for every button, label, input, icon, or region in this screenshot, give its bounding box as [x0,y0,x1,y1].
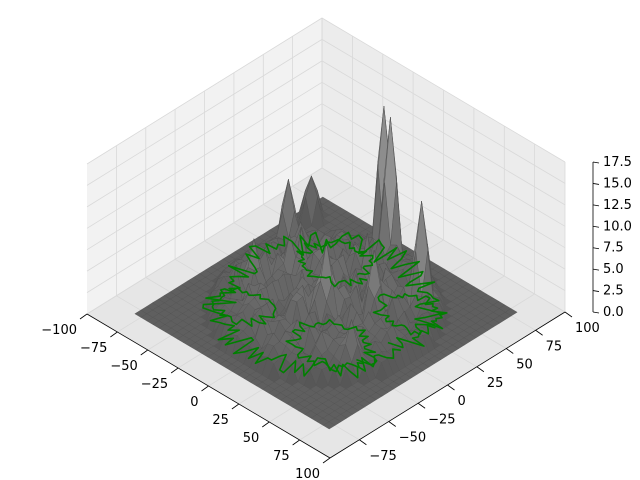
y-tick-label: 25 [487,376,504,391]
y-tick [447,384,455,391]
z-tick [592,311,600,314]
z-tick [592,225,600,228]
z-tick-label: 5.0 [603,262,624,277]
x-tick-label: −25 [141,377,168,392]
x-tick [292,439,300,446]
contour-line [211,287,277,328]
x-tick-label: 0 [190,395,198,410]
contour-lines [202,231,448,379]
x-tick-label: −100 [41,323,77,338]
y-tick-label: 75 [546,339,563,354]
z-tick-label: 12.5 [603,198,632,213]
grid-line-z [86,124,566,272]
x-tick-label: −50 [110,359,137,374]
z-tick-label: 2.5 [603,284,624,299]
x-tick [79,313,88,320]
y-tick [388,421,396,427]
y-tick [506,348,514,354]
tick-labels: −100−75−50−250255075100−75−50−2502550751… [41,155,632,480]
grid-line-z [86,81,566,229]
contour-line [285,318,378,373]
grid-line-z [86,38,566,186]
contour-line [296,238,374,288]
x-tick-label: 100 [295,467,320,480]
contour-line [372,292,448,336]
x-tick [110,331,118,338]
grid-line-z [86,17,566,165]
y-tick-label: −25 [428,412,455,427]
z-tick [592,290,600,292]
surface-cell [322,421,336,430]
x-tick [140,349,148,356]
y-tick [417,402,426,409]
grid-line-z [86,103,566,251]
z-tick [592,268,600,271]
grid-line-z [86,60,566,208]
z-tick-label: 7.5 [603,241,624,256]
grid-line-z [86,146,566,293]
z-tick-label: 0.0 [603,305,624,320]
y-tick-label: −75 [369,449,396,464]
y-tick-label: 100 [575,321,600,336]
axis-lines [79,161,600,464]
x-tick [262,421,270,428]
z-tick-label: 15.0 [603,176,632,191]
contour-line [202,231,443,379]
x-tick [231,403,240,410]
z-tick-label: 10.0 [603,219,632,234]
y-tick [535,329,543,336]
x-tick [322,457,331,464]
surface-plot [134,106,518,430]
y-tick-label: −50 [399,431,426,446]
y-tick [564,311,573,318]
y-tick [476,366,485,373]
z-tick [592,183,600,185]
y-tick [359,439,367,446]
z-tick [592,161,600,164]
x-tick [170,367,179,374]
x-tick-label: 25 [212,413,229,428]
z-tick [592,247,600,250]
x-tick-label: 75 [273,449,290,464]
grid-line-z [86,167,566,315]
x-tick-label: 50 [243,431,260,446]
x-tick-label: −75 [80,341,107,356]
z-tick-label: 17.5 [603,155,632,170]
x-tick [201,385,209,392]
y-tick-label: 0 [458,394,466,409]
z-tick [592,204,600,207]
y-tick-label: 50 [516,358,533,373]
